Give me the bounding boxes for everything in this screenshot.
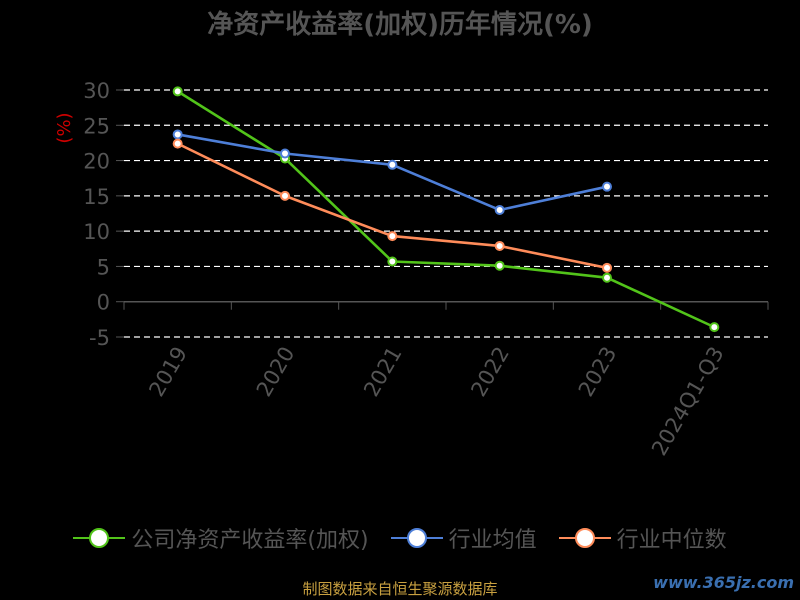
data-point[interactable] (602, 262, 612, 273)
legend-label-industry-mean: 行业均值 (448, 528, 537, 553)
legend-item-industry-median[interactable]: 行业中位数 (558, 522, 727, 554)
data-point[interactable] (172, 129, 183, 140)
y-axis-ticks: 30 25 20 15 10 5 0 -5 (83, 79, 124, 350)
y-tick-label: 0 (97, 291, 110, 315)
y-tick-label: 25 (83, 114, 110, 138)
legend-label-company: 公司净资产收益率(加权) (131, 528, 369, 553)
x-tick-label: 2022 (466, 342, 514, 400)
grid-lines (124, 89, 768, 338)
series-2 (172, 138, 612, 273)
x-tick-label: 2019 (144, 343, 192, 401)
data-point[interactable] (387, 231, 398, 242)
chart-title: 净资产收益率(加权)历年情况(%) (207, 9, 593, 40)
legend-swatch-industry-median (558, 528, 611, 548)
legend-item-industry-mean[interactable]: 行业均值 (390, 522, 537, 554)
y-tick-label: 5 (97, 255, 110, 279)
series-lines (172, 86, 720, 333)
data-point[interactable] (602, 272, 612, 283)
series-line (176, 90, 715, 329)
legend-label-industry-median: 行业中位数 (616, 528, 727, 553)
y-tick-label: 10 (83, 220, 110, 244)
data-point[interactable] (709, 322, 720, 333)
legend-swatch-company (73, 528, 126, 548)
data-point[interactable] (494, 240, 505, 251)
x-tick-label: 2023 (574, 343, 622, 401)
y-tick-label: 20 (83, 150, 110, 174)
series-line (177, 133, 608, 212)
y-tick-label: 30 (83, 79, 110, 103)
legend-swatch-industry-mean (390, 528, 443, 548)
y-tick-label: 15 (83, 185, 110, 209)
data-point[interactable] (494, 260, 505, 271)
data-point[interactable] (602, 181, 612, 192)
x-tick-label: 2020 (252, 343, 300, 401)
x-tick-label: 2021 (359, 343, 407, 401)
data-point[interactable] (280, 190, 290, 201)
legend-item-company[interactable]: 公司净资产收益率(加权) (73, 522, 369, 554)
data-point[interactable] (280, 148, 290, 159)
data-point[interactable] (172, 138, 183, 149)
x-tick-label: 2024Q1-Q3 (647, 343, 729, 460)
y-tick-label: -5 (89, 326, 110, 350)
x-axis-ticks: 2019 2020 2021 2022 2023 2024Q1-Q3 (144, 342, 728, 459)
series-1 (172, 129, 612, 215)
data-point[interactable] (387, 159, 398, 170)
series-0 (172, 86, 720, 333)
data-point[interactable] (172, 86, 183, 97)
data-point[interactable] (387, 256, 398, 267)
y-axis-label: (%) (54, 112, 75, 143)
data-point[interactable] (494, 204, 505, 215)
watermark: www.365jz.com (653, 573, 794, 592)
legend: 公司净资产收益率(加权) 行业均值 行业中位数 (0, 518, 800, 558)
data-source-note: 制图数据来自恒生聚源数据库 (302, 580, 498, 598)
